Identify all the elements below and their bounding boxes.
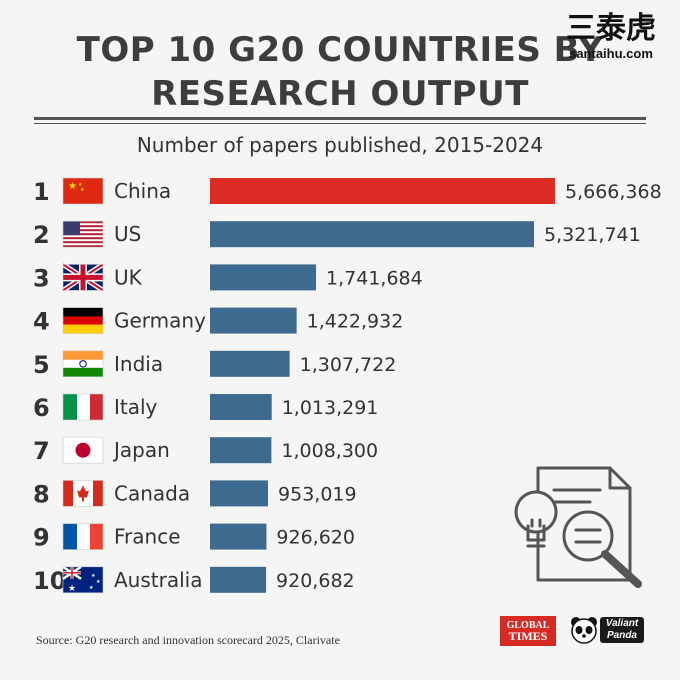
rank-label: 7 [33, 437, 50, 465]
valiant-panda-line2: Panda [606, 630, 637, 641]
value-label: 1,307,722 [300, 354, 397, 376]
flag-it-icon [62, 393, 104, 421]
rank-label: 6 [33, 394, 50, 422]
svg-text:★: ★ [78, 182, 83, 188]
bar [210, 437, 272, 464]
valiant-panda-logo: Valiant Panda [570, 614, 646, 646]
svg-text:★: ★ [89, 585, 94, 591]
watermark-chinese: 三泰虎 [566, 11, 656, 46]
category-label: India [114, 352, 163, 376]
source-note: Source: G20 research and innovation scor… [36, 633, 340, 647]
category-label: UK [114, 265, 143, 289]
valiant-panda-line1: Valiant [605, 618, 639, 629]
bar [210, 307, 297, 334]
bar [210, 264, 317, 291]
category-label: Germany [114, 309, 206, 333]
rank-label: 5 [33, 351, 50, 379]
flag-jp-icon [62, 436, 104, 464]
value-label: 1,008,300 [281, 440, 378, 462]
title-line-2: RESEARCH OUTPUT [151, 74, 529, 114]
value-label: 5,666,368 [565, 181, 662, 203]
watermark: 三泰虎 santaihu.com [556, 11, 666, 62]
flag-au-icon: ★★★★ [62, 565, 104, 594]
category-label: Australia [114, 568, 202, 592]
value-label: 1,013,291 [282, 397, 379, 419]
panda-icon [571, 617, 597, 644]
global-times-logo: GLOBAL TIMES [500, 616, 556, 646]
category-label: Canada [114, 481, 190, 505]
svg-text:★: ★ [96, 579, 101, 585]
flag-uk-icon [61, 262, 105, 293]
lightbulb-document-magnifier-icon [514, 466, 642, 588]
value-label: 926,620 [276, 527, 355, 549]
svg-text:★: ★ [68, 584, 76, 594]
bar [210, 480, 269, 507]
valiant-panda-text: Valiant Panda [600, 617, 644, 643]
global-times-logo-line2: TIMES [508, 629, 548, 643]
bar [210, 178, 555, 204]
value-label: 1,741,684 [326, 267, 423, 289]
value-label: 5,321,741 [544, 224, 641, 246]
value-label: 953,019 [278, 483, 357, 505]
flag-ca-icon [62, 480, 104, 507]
flag-de-icon [62, 307, 104, 334]
category-label: US [114, 222, 141, 246]
rank-label: 1 [33, 178, 50, 206]
rank-label: 10 [33, 567, 66, 595]
svg-text:★: ★ [80, 187, 85, 193]
bar [210, 221, 535, 248]
title-line-1: TOP 10 G20 COUNTRIES BY [76, 30, 604, 70]
svg-text:★: ★ [91, 573, 96, 579]
rank-label: 9 [33, 524, 50, 552]
rank-label: 3 [33, 264, 50, 292]
category-label: China [114, 179, 171, 203]
flag-in-icon [62, 350, 104, 378]
title-rule-thick [34, 117, 646, 120]
flag-fr-icon [62, 523, 104, 550]
global-times-logo-line1: GLOBAL [506, 620, 550, 631]
category-label: Italy [114, 395, 158, 419]
value-label: 920,682 [276, 570, 355, 592]
flag-us-icon [62, 220, 104, 248]
value-label: 1,422,932 [307, 311, 404, 333]
category-label: France [114, 525, 181, 549]
bar [210, 394, 272, 420]
bar [210, 566, 267, 593]
rank-label: 2 [33, 221, 50, 249]
chart-title: TOP 10 G20 COUNTRIES BY RESEARCH OUTPUT [0, 28, 680, 116]
rank-label: 8 [33, 480, 50, 508]
svg-text:★: ★ [68, 181, 77, 192]
flag-cn-icon: ★ ★★ [62, 177, 104, 205]
bar [210, 523, 267, 550]
bar [210, 350, 290, 377]
category-label: Japan [112, 438, 170, 462]
title-rule-thin [34, 123, 646, 124]
rank-label: 4 [33, 308, 50, 336]
watermark-url: santaihu.com [569, 46, 653, 61]
chart-subtitle: Number of papers published, 2015-2024 [136, 133, 544, 157]
